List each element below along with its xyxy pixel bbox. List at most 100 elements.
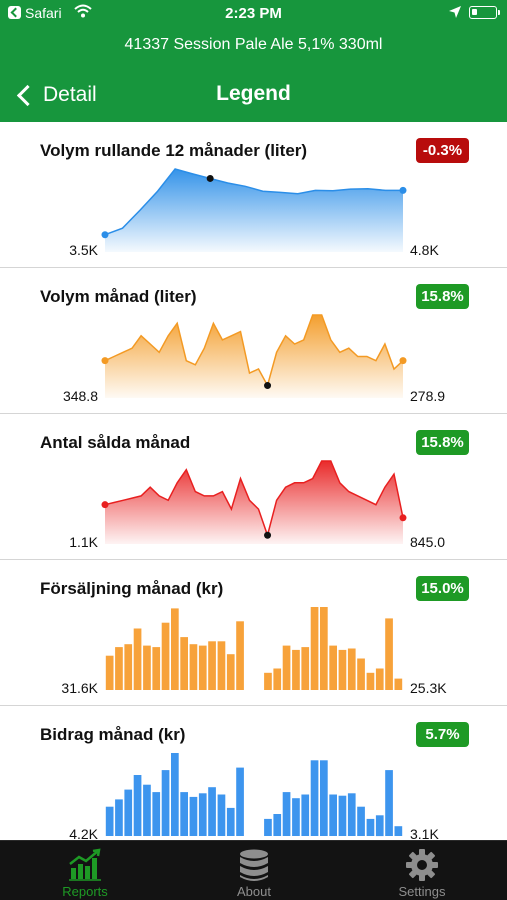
bar — [338, 649, 347, 690]
marker-mid — [264, 382, 272, 390]
series-line — [104, 168, 403, 236]
marker-last — [399, 186, 407, 194]
tab-reports-label: Reports — [62, 884, 108, 899]
bar — [115, 647, 123, 690]
marker-mid — [206, 174, 214, 182]
back-to-app-icon[interactable] — [8, 6, 21, 19]
bar — [338, 795, 347, 836]
area-fill — [105, 461, 403, 544]
bar — [152, 647, 161, 690]
bar — [105, 655, 114, 690]
status-bar: Safari 2:23 PM — [0, 0, 507, 28]
bar — [394, 826, 403, 836]
tab-settings[interactable]: Settings — [367, 841, 477, 900]
bar — [366, 672, 375, 690]
min-value-label: 4.2K — [69, 826, 98, 840]
chart-icon — [69, 848, 101, 881]
bar — [329, 645, 337, 690]
bar — [273, 668, 282, 690]
min-value-label: 31.6K — [61, 680, 98, 696]
bar — [236, 767, 244, 836]
wifi-icon — [74, 4, 92, 18]
bar — [347, 793, 356, 836]
section-title: Antal sålda månad — [40, 433, 191, 452]
bar — [217, 641, 226, 690]
bar — [217, 794, 226, 836]
bar — [171, 608, 179, 690]
sparkline-chart — [101, 314, 407, 398]
bar — [124, 644, 133, 690]
bar — [105, 806, 114, 836]
min-value-label: 3.5K — [69, 242, 98, 258]
bar — [143, 645, 151, 690]
bar — [310, 760, 319, 836]
bar — [143, 784, 151, 836]
bar — [161, 770, 170, 836]
legend-section[interactable]: Volym rullande 12 månader (liter) -0.3% 3.… — [0, 122, 507, 268]
page-title: Legend — [216, 82, 291, 105]
area-fill — [105, 169, 403, 252]
bar — [375, 815, 384, 837]
bar — [226, 807, 235, 836]
series-line — [104, 314, 404, 388]
bar — [347, 648, 356, 690]
max-value-label: 278.9 — [410, 388, 446, 404]
battery-icon — [469, 6, 500, 19]
bar — [366, 818, 375, 836]
tab-about[interactable]: About — [199, 841, 309, 900]
marker-mid — [264, 531, 272, 539]
bar — [115, 799, 123, 836]
bar — [329, 794, 337, 836]
bar — [226, 654, 235, 690]
bar — [124, 789, 133, 836]
back-button-label: Detail — [43, 83, 97, 106]
legend-section[interactable]: Antal sålda månad 15.8% 1.1K 845.0 — [0, 414, 507, 560]
header: Safari 2:23 PM 41337 Session Pale Ale 5,… — [0, 0, 507, 122]
bar — [198, 645, 207, 690]
marker-first — [101, 501, 109, 509]
marker-first — [101, 357, 109, 365]
section-title: Bidrag månad (kr) — [40, 725, 186, 744]
legend-section[interactable]: Försäljning månad (kr) 15.0% 31.6K 25.3K — [0, 560, 507, 706]
tab-about-label: About — [237, 884, 271, 899]
bar — [161, 622, 170, 690]
bar — [273, 814, 282, 836]
back-button[interactable]: Detail — [14, 80, 97, 110]
bar — [357, 806, 365, 836]
bar — [357, 658, 365, 690]
legend-section[interactable]: Volym månad (liter) 15.8% 348.8 278.9 — [0, 268, 507, 414]
gear-icon — [406, 849, 438, 881]
bar — [264, 672, 272, 690]
tab-reports[interactable]: Reports — [30, 841, 140, 900]
bar — [133, 628, 142, 690]
tab-bar: Reports About — [0, 840, 507, 900]
bar — [385, 618, 393, 690]
bar — [180, 792, 188, 836]
change-badge: -0.3% — [416, 138, 469, 163]
bar — [189, 644, 198, 690]
sparkline-chart — [101, 168, 407, 252]
bar — [301, 647, 310, 690]
sparkline-chart — [101, 460, 407, 544]
change-badge: 5.7% — [416, 722, 469, 747]
bar — [236, 621, 244, 690]
legend-list[interactable]: Volym rullande 12 månader (liter) -0.3% 3.… — [0, 122, 507, 840]
status-carrier: Safari — [25, 5, 62, 21]
change-badge: 15.8% — [416, 430, 469, 455]
bar — [282, 792, 291, 836]
status-time: 2:23 PM — [225, 5, 282, 22]
bar — [264, 818, 272, 836]
section-title: Volym rullande 12 månader (liter) — [40, 141, 308, 160]
max-value-label: 3.1K — [410, 826, 439, 840]
bar — [301, 794, 310, 836]
section-title: Volym månad (liter) — [40, 287, 197, 306]
series-line — [104, 460, 404, 538]
bar — [375, 668, 384, 690]
marker-last — [399, 514, 407, 522]
max-value-label: 4.8K — [410, 242, 439, 258]
sparkline-chart — [105, 753, 403, 837]
sparkline-chart — [105, 607, 403, 690]
bar — [320, 607, 328, 690]
product-title: 41337 Session Pale Ale 5,1% 330ml — [124, 36, 383, 53]
legend-section[interactable]: Bidrag månad (kr) 5.7% 4.2K 3.1K — [0, 706, 507, 840]
